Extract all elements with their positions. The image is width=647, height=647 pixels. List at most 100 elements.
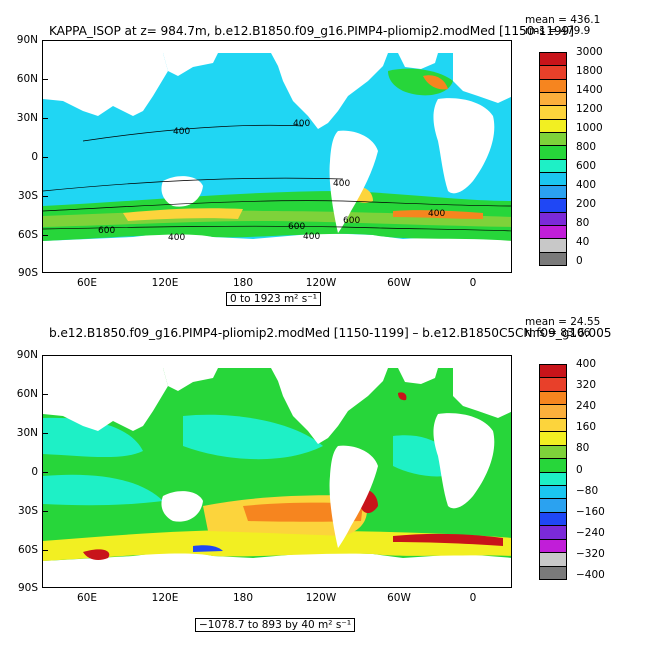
x-tick-label: 120W: [305, 592, 337, 604]
colorbar-label: 1800: [576, 65, 603, 77]
difference-patch: [43, 417, 143, 458]
australia: [161, 491, 203, 522]
colorbar-swatch: [539, 390, 567, 406]
x-tick-label: 60W: [387, 277, 411, 289]
y-tick-label: 90N: [16, 349, 38, 361]
siberia: [163, 53, 218, 76]
colorbar-swatch: [539, 377, 567, 392]
colorbar-swatch: [539, 91, 567, 107]
south-indian-high: [123, 208, 243, 221]
y-tick-label: 60S: [17, 544, 38, 556]
colorbar-swatch: [539, 444, 567, 460]
colorbar-swatch: [539, 552, 567, 567]
colorbar: 400 320 240 160 80 0 −80 −160 −240 −320 −400: [539, 358, 605, 581]
eurasia: [43, 53, 168, 116]
y-tick: [42, 355, 48, 356]
x-tick-label: 180: [232, 277, 254, 289]
colorbar-label: 1400: [576, 84, 603, 96]
y-tick: [42, 40, 48, 41]
chart-title: b.e12.B1850.f09_g16.PIMP4-pliomip2.modMe…: [49, 326, 612, 340]
difference-patch: [183, 414, 323, 460]
colorbar-swatch: [539, 511, 567, 527]
south-america: [329, 445, 378, 548]
colorbar-label: 320: [576, 379, 597, 392]
y-tick: [42, 235, 48, 236]
colorbar-label: 160: [576, 421, 597, 434]
colorbar-swatch: [539, 185, 567, 200]
y-tick-label: 90N: [16, 34, 38, 46]
y-tick: [42, 394, 48, 395]
contour-label: 400: [303, 232, 320, 242]
colorbar: 3000 1800 1400 1200 1000 800 600 400 200 80 40 0: [539, 46, 603, 267]
x-tick-label: 60W: [387, 592, 411, 604]
x-tick-label: 60E: [77, 277, 97, 289]
contour-label: 600: [288, 222, 305, 232]
colorbar-swatch: [539, 65, 567, 80]
colorbar-label: 600: [576, 160, 597, 172]
x-tick-label: 120E: [151, 277, 179, 289]
colorbar-label: 80: [576, 217, 590, 229]
y-tick-label: 90S: [17, 267, 38, 279]
colorbar-swatch: [539, 171, 567, 187]
y-tick-label: 0: [31, 151, 38, 163]
colorbar-label: 1000: [576, 122, 603, 134]
colorbar-swatch: [539, 538, 567, 554]
colorbar-swatch: [539, 498, 567, 513]
north-america: [271, 368, 388, 444]
colorbar-label: 200: [576, 198, 597, 210]
map-plot: [42, 355, 512, 588]
stat-rms: rms = 479.9: [525, 25, 591, 37]
contour-line: [43, 225, 511, 232]
range-label: 0 to 1923 m² s⁻¹: [226, 292, 321, 306]
colorbar-swatch: [539, 225, 567, 240]
map-svg: 400 400 400 600 600 400 400 600 400: [43, 41, 511, 272]
y-tick: [42, 472, 48, 473]
y-tick: [42, 511, 48, 512]
colorbar-label: 400: [576, 179, 597, 191]
y-tick-label: 60S: [17, 229, 38, 241]
y-tick-label: 30S: [17, 505, 38, 517]
siberia: [163, 368, 218, 391]
colorbar-label: −320: [576, 547, 605, 560]
north-atlantic-high: [423, 75, 448, 90]
contour-label: 400: [168, 233, 185, 243]
y-tick-label: 0: [31, 466, 38, 478]
colorbar-swatch: [539, 78, 567, 93]
contour-label: 400: [428, 209, 445, 219]
y-tick-label: 90S: [17, 582, 38, 594]
europe: [453, 53, 511, 103]
contour-line: [82, 124, 304, 142]
y-tick: [42, 272, 48, 273]
colorbar-label: 0: [576, 463, 583, 476]
greenland: [398, 368, 438, 384]
africa: [433, 98, 495, 194]
africa: [433, 413, 495, 509]
antarctica: [43, 550, 511, 587]
contour-label: 400: [293, 119, 310, 129]
colorbar-label: 40: [576, 236, 590, 248]
y-tick-label: 30N: [16, 427, 38, 439]
colorbar-swatch: [539, 525, 567, 540]
colorbar-swatch: [539, 404, 567, 419]
colorbar-label: −160: [576, 505, 605, 518]
x-tick-label: 0: [469, 277, 477, 289]
negative-patch: [193, 545, 223, 552]
colorbar-swatch: [539, 417, 567, 433]
south-america: [329, 130, 378, 233]
x-tick-label: 0: [469, 592, 477, 604]
y-tick: [42, 79, 48, 80]
x-tick-label: 180: [232, 592, 254, 604]
y-tick: [42, 587, 48, 588]
contour-label: 400: [333, 179, 350, 189]
contour-label: 600: [343, 216, 360, 226]
map-plot: 400 400 400 600 600 400 400 600 400: [42, 40, 512, 273]
x-tick-label: 120W: [305, 277, 337, 289]
colorbar-swatch: [539, 105, 567, 120]
colorbar-swatch: [539, 471, 567, 486]
x-tick-label: 60E: [77, 592, 97, 604]
colorbar-swatch: [539, 198, 567, 213]
contour-line: [43, 177, 344, 192]
y-tick: [42, 550, 48, 551]
kerguelen-max: [83, 549, 110, 560]
arctic-mask: [43, 41, 511, 53]
